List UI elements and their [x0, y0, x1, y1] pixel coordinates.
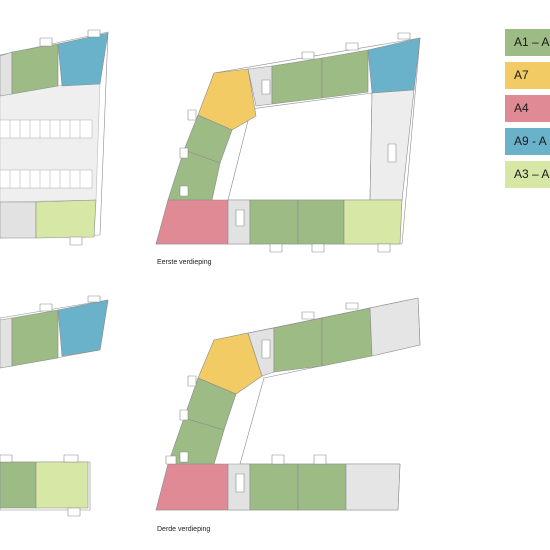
unit-a1	[11, 43, 59, 95]
unit-a7	[197, 332, 263, 395]
unit-grey	[345, 463, 401, 511]
plan-first-floor	[155, 32, 421, 253]
core-stair	[235, 209, 245, 227]
balconies	[179, 32, 411, 253]
unit-grey	[0, 201, 37, 239]
unit-a1	[249, 463, 299, 511]
unit-a1	[297, 199, 345, 245]
balconies	[0, 295, 101, 517]
unit-grey	[0, 317, 13, 369]
plan-top-left	[0, 29, 109, 246]
unit-a1	[11, 309, 59, 367]
legend-item: A4	[505, 95, 550, 122]
plan-third-floor	[155, 297, 421, 511]
unit-a1	[297, 463, 347, 511]
unit-a1	[271, 57, 323, 105]
core-stair	[235, 473, 245, 493]
unit-grey	[369, 297, 421, 357]
unit-a1	[321, 307, 373, 367]
legend-item: A1 – A	[505, 29, 550, 56]
floor-plans-drawing	[0, 29, 421, 517]
legend-item: A7	[505, 62, 550, 89]
parking-rows	[0, 119, 93, 189]
unit-a1	[321, 49, 369, 99]
legend: A1 – A A7 A4 A9 - A A3 – A	[505, 0, 550, 550]
unit-a9	[57, 299, 109, 357]
unit-a3	[343, 199, 403, 245]
unit-a3	[35, 461, 89, 509]
core-stair	[261, 79, 271, 95]
unit-a4	[155, 199, 229, 245]
plan-bottom-left	[0, 295, 109, 517]
legend-item: A9 - A	[505, 128, 550, 155]
balconies	[39, 29, 101, 246]
unit-grey	[0, 51, 13, 97]
legend-item: A3 – A	[505, 161, 550, 188]
unit-a1	[249, 199, 299, 245]
first-floor-label: Eerste verdieping	[157, 259, 212, 266]
unit-a4	[155, 463, 229, 511]
core-stair	[261, 339, 271, 359]
balconies	[165, 302, 359, 465]
unit-a1	[0, 461, 37, 509]
unit-a3	[35, 199, 97, 239]
unit-a7	[197, 68, 257, 131]
third-floor-label: Derde verdieping	[157, 526, 211, 533]
